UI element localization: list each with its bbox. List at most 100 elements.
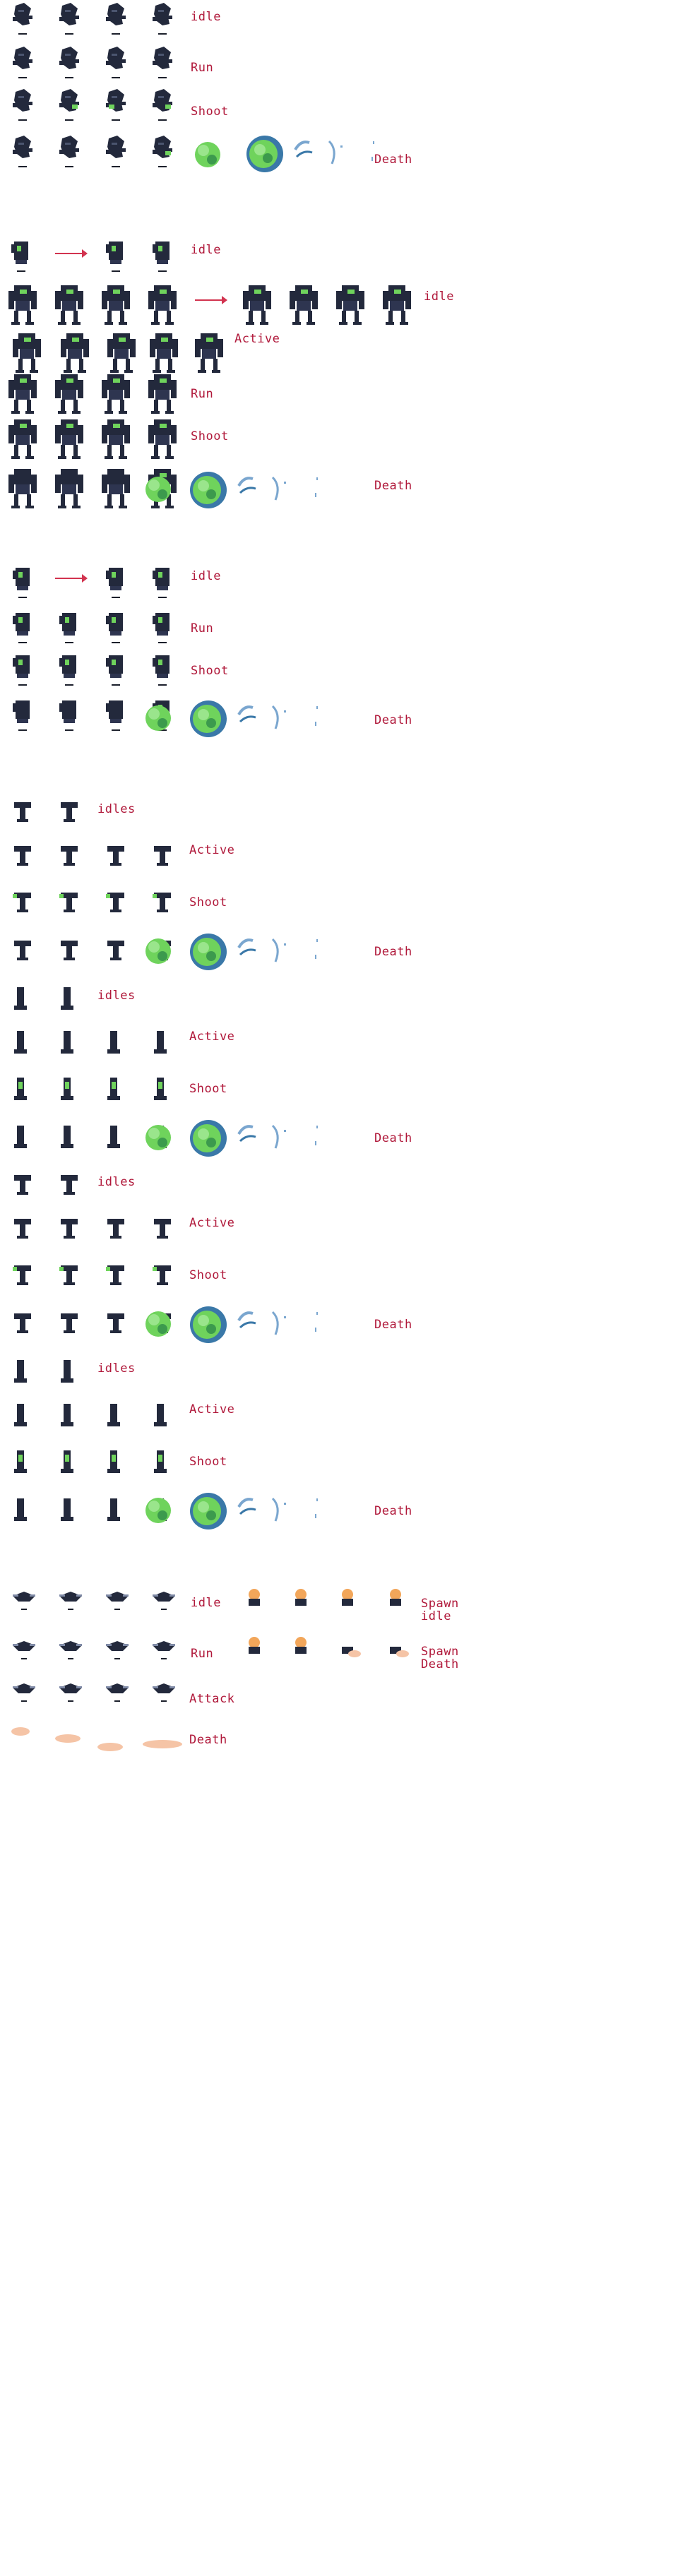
enemy-sprite [153, 47, 172, 78]
enemy-sprite [153, 242, 170, 272]
enemy-sprite [106, 700, 123, 731]
enemy-sprite [13, 613, 30, 643]
enemy-sprite [13, 47, 32, 78]
spark-sprite [237, 938, 256, 956]
turret-sprite [61, 941, 78, 960]
drone-sprite [59, 1683, 82, 1702]
explosion-sprite [145, 705, 171, 731]
enemy-sprite [102, 469, 130, 508]
enemy-sprite [13, 700, 30, 731]
turret-sprite [153, 1265, 171, 1285]
turret-sprite [61, 846, 78, 866]
splat-sprite [143, 1740, 182, 1748]
turret-sprite [153, 893, 171, 912]
label-death: Death [374, 713, 412, 727]
turret-sprite [14, 1498, 27, 1521]
explosion-sprite [190, 1120, 227, 1157]
enemy-sprite [59, 655, 76, 686]
enemy-sprite [106, 47, 126, 78]
enemy-sprite [106, 242, 123, 272]
enemy-sprite [59, 47, 79, 78]
turret-sprite [14, 1360, 27, 1383]
turret-sprite [61, 1313, 78, 1333]
enemy-sprite [8, 374, 37, 414]
label-idle: idle [191, 10, 221, 24]
spark-sprite [328, 140, 343, 165]
label-idle: idle [191, 569, 221, 583]
enemy-sprite [59, 613, 76, 643]
enemy-sprite [11, 242, 28, 272]
label-run: Run [191, 61, 214, 75]
spark-sprite [315, 706, 318, 726]
spark-sprite [271, 705, 286, 729]
label-idles: idles [97, 802, 136, 816]
spark-sprite [294, 141, 313, 158]
turret-sprite [59, 1265, 78, 1285]
turret-sprite [14, 987, 27, 1010]
turret-sprite [61, 1404, 73, 1426]
arrow-icon [195, 296, 227, 304]
turret-sprite [14, 1078, 27, 1100]
enemy-sprite [148, 374, 177, 414]
enemy-sprite [59, 3, 79, 35]
turret-sprite [107, 1078, 120, 1100]
turret-sprite [14, 802, 31, 822]
drone-sprite [153, 1683, 175, 1702]
label-shoot: Shoot [189, 895, 227, 910]
turret-sprite [107, 1404, 120, 1426]
enemy-sprite [13, 655, 30, 686]
enemy-sprite [13, 333, 41, 373]
label-spawn-idle: Spawn idle [421, 1597, 459, 1623]
explosion-sprite [145, 1125, 171, 1150]
enemy-sprite [195, 333, 223, 373]
label-attack: Attack [189, 1692, 235, 1706]
drone-sprite [13, 1641, 35, 1659]
enemy-sprite [55, 419, 83, 459]
drone-sprite [13, 1683, 35, 1702]
enemy-sprite [148, 419, 177, 459]
explosion-sprite [190, 700, 227, 737]
enemy-sprite [55, 469, 83, 508]
spark-sprite [237, 477, 256, 494]
splat-sprite [55, 1734, 81, 1743]
turret-sprite [154, 1078, 167, 1100]
spark-sprite [271, 476, 286, 501]
label-idles: idles [97, 1361, 136, 1376]
enemy-sprite [153, 613, 170, 643]
turret-sprite [59, 893, 78, 912]
turret-sprite [107, 1126, 120, 1148]
enemy-sprite [153, 3, 172, 35]
explosion-sprite [190, 1493, 227, 1530]
enemy-sprite [59, 136, 79, 167]
label-run: Run [191, 621, 214, 636]
enemy-sprite [13, 568, 30, 598]
label-shoot: Shoot [191, 664, 229, 678]
enemy-sprite [59, 89, 79, 121]
spark-sprite [371, 141, 374, 161]
label-idle: idle [191, 1596, 221, 1610]
enemy-sprite [55, 285, 83, 325]
explosion-sprite [190, 1306, 227, 1343]
enemy-sprite [106, 136, 126, 167]
enemy-sprite [102, 419, 130, 459]
turret-sprite [154, 1450, 167, 1473]
turret-sprite [61, 1450, 73, 1473]
spark-sprite [237, 705, 256, 723]
enemy-sprite [102, 285, 130, 325]
turret-sprite [107, 941, 124, 960]
turret-sprite [107, 1450, 120, 1473]
turret-sprite [14, 1031, 27, 1054]
spark-sprite [315, 1126, 318, 1145]
spawn-sprite [390, 1589, 401, 1606]
drone-sprite [13, 1592, 35, 1610]
turret-sprite [107, 846, 124, 866]
enemy-sprite [13, 136, 32, 167]
turret-sprite [14, 1313, 31, 1333]
label-death: Death [374, 1318, 412, 1332]
label-idles: idles [97, 1175, 136, 1189]
turret-sprite [106, 1265, 124, 1285]
enemy-sprite [13, 89, 32, 121]
enemy-sprite [383, 285, 411, 325]
spark-sprite [237, 1498, 256, 1515]
turret-sprite [14, 1450, 27, 1473]
